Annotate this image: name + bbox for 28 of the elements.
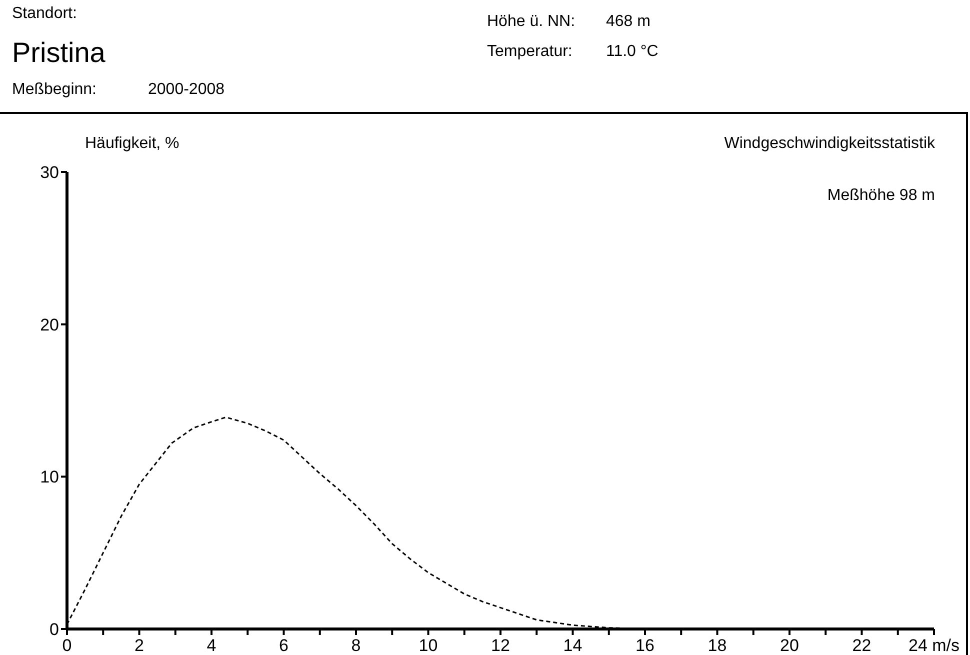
x-tick-label: 2 <box>134 636 144 655</box>
text: Höhe ü. NN: <box>487 13 576 30</box>
text: Temperatur: <box>487 43 572 60</box>
y-axis-title: Häufigkeit, % <box>85 135 180 152</box>
y-tick-label: 20 <box>40 315 59 334</box>
text: 11.0 °C <box>606 43 658 60</box>
y-tick-label: 30 <box>40 162 59 182</box>
x-tick-label: 12 <box>491 636 510 655</box>
text: Meßbeginn: <box>12 81 96 98</box>
y-tick-label: 10 <box>40 468 59 487</box>
x-tick-label: 14 <box>563 636 582 655</box>
x-tick-label: 8 <box>351 636 361 655</box>
x-tick-label: 0 <box>62 636 72 655</box>
chart-subtitle: Windgeschwindigkeitsstatistik <box>724 135 936 152</box>
text: Standort: <box>12 5 77 22</box>
y-tick-label: 0 <box>50 620 59 639</box>
text: 2000-2008 <box>148 81 225 98</box>
x-tick-label: 24 m/s <box>908 636 960 655</box>
annotation: Meßhöhe 98 m <box>827 187 935 204</box>
x-tick-label: 4 <box>206 636 216 655</box>
text: 468 m <box>606 13 650 30</box>
chart-title: Pristina <box>12 37 106 68</box>
x-tick-label: 18 <box>708 636 727 655</box>
x-tick-label: 16 <box>636 636 654 655</box>
x-tick-label: 20 <box>780 636 799 655</box>
x-tick-label: 22 <box>852 636 872 655</box>
x-tick-label: 10 <box>418 636 438 655</box>
x-tick-label: 6 <box>279 636 288 655</box>
